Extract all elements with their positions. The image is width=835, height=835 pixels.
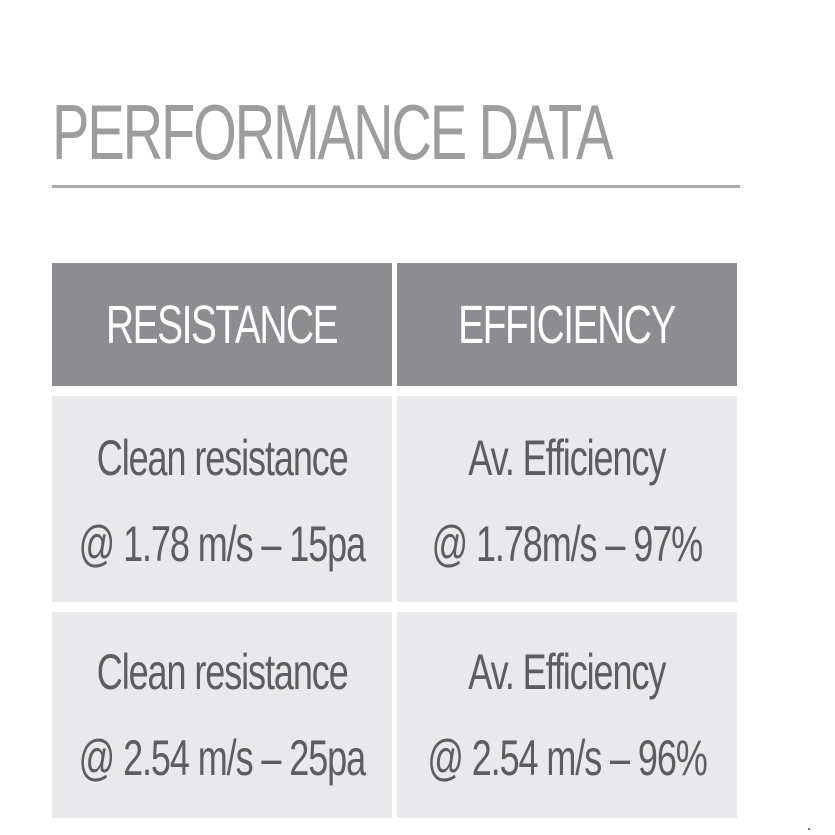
cell-resistance-row-2: Clean resistance @ 2.54 m/s – 25pa (52, 612, 392, 818)
cell-efficiency-row-2: Av. Efficiency @ 2.54 m/s – 96% (397, 612, 737, 818)
cell-text-line: @ 1.78 m/s – 15pa (78, 516, 366, 572)
cell-resistance-row-1: Clean resistance @ 1.78 m/s – 15pa (52, 396, 392, 602)
corner-dot (808, 828, 810, 830)
performance-table: RESISTANCE EFFICIENCY Clean resistance @… (52, 263, 737, 818)
cell-text-line: Av. Efficiency (468, 430, 667, 486)
title-divider (52, 185, 740, 188)
cell-text-line: @ 1.78m/s – 97% (431, 516, 704, 572)
header-efficiency-label: EFFICIENCY (458, 294, 677, 355)
cell-text-line: @ 2.54 m/s – 25pa (78, 730, 366, 786)
cell-text-line: Clean resistance (96, 644, 349, 700)
cell-text-line: @ 2.54 m/s – 96% (427, 730, 707, 786)
page-title: PERFORMANCE DATA (52, 88, 613, 176)
header-resistance: RESISTANCE (52, 263, 392, 386)
header-resistance-label: RESISTANCE (106, 294, 339, 355)
header-efficiency: EFFICIENCY (397, 263, 737, 386)
cell-text-line: Av. Efficiency (468, 644, 667, 700)
cell-efficiency-row-1: Av. Efficiency @ 1.78m/s – 97% (397, 396, 737, 602)
cell-text-line: Clean resistance (96, 430, 349, 486)
